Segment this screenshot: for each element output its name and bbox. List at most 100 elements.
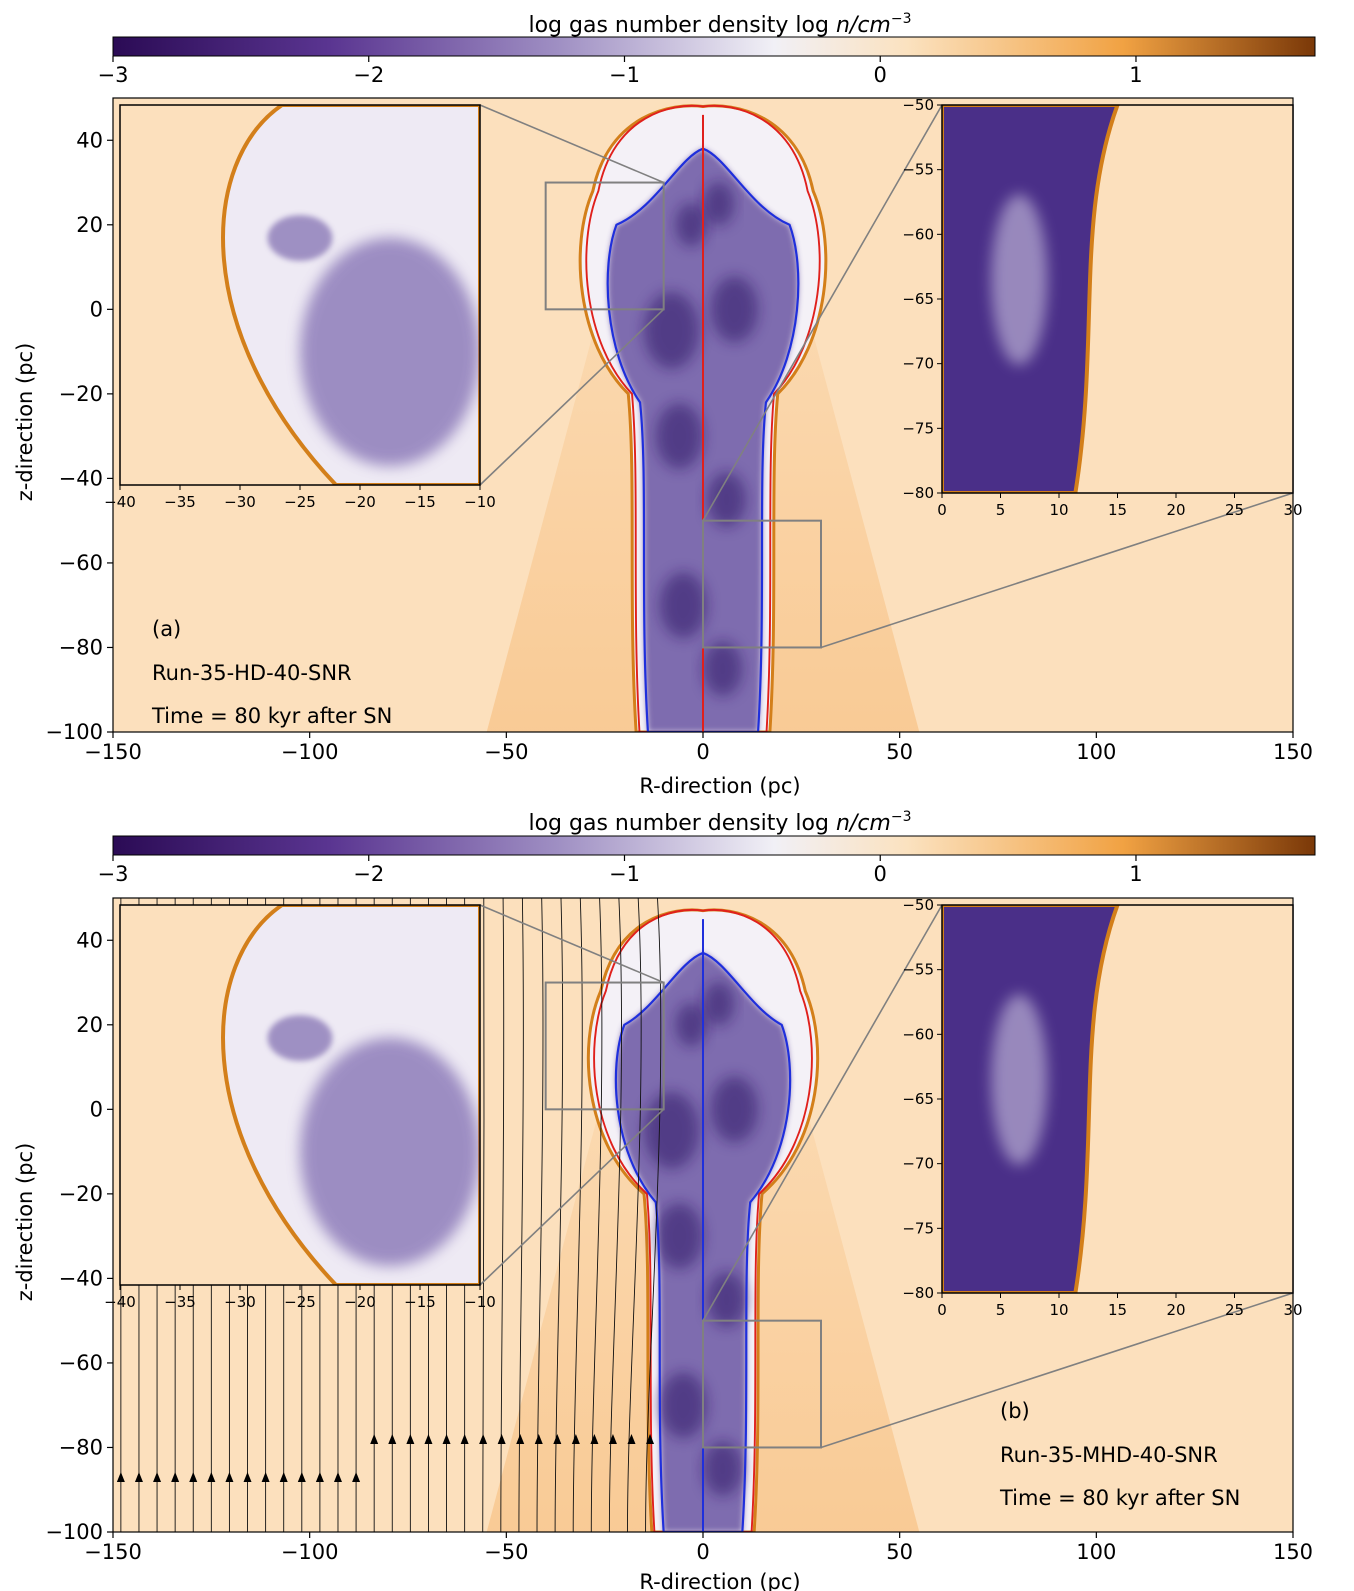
x-tick-label: −100 (281, 740, 339, 764)
inset-2 (942, 105, 1293, 493)
inset-x-tick-label: −10 (464, 493, 496, 511)
field-line (554, 898, 564, 1532)
y-tick-label: 20 (76, 1013, 103, 1037)
field-line (482, 898, 485, 1532)
turbulent-blob (703, 181, 735, 226)
field-arrow (370, 1434, 379, 1445)
inset-x-tick-label: 25 (1225, 1301, 1244, 1319)
turbulent-blob (703, 1441, 743, 1497)
field-arrow (279, 1472, 288, 1483)
colorbar-tick-label: −2 (353, 63, 384, 87)
field-line (608, 898, 622, 1532)
inset-x-tick-label: 10 (1049, 501, 1068, 519)
inset-y-tick-label: −55 (902, 961, 934, 979)
inset-dense-vortex (300, 1038, 480, 1266)
zoom-connector-line (479, 104, 664, 184)
colorbar-tick-label: 1 (1129, 862, 1142, 886)
inset-x-tick-label: −25 (284, 1293, 316, 1311)
colorbar-tick-label: 0 (874, 63, 887, 87)
inset-x-tick-label: 30 (1283, 1301, 1302, 1319)
xlabel-b: R-direction (pc) (639, 1570, 800, 1591)
inset-1 (120, 905, 480, 1285)
field-arrow (333, 1472, 342, 1483)
inset-x-tick-label: 20 (1166, 1301, 1185, 1319)
inset-x-tick-label: 15 (1108, 501, 1127, 519)
inset-x-tick-label: 5 (996, 1301, 1006, 1319)
inset-x-tick-label: −40 (104, 493, 136, 511)
inset-x-tick-label: −20 (344, 1293, 376, 1311)
colorbar-tick-label: −2 (353, 862, 384, 886)
field-line (500, 898, 505, 1532)
colorbar-tick-label: −1 (609, 862, 640, 886)
ylabel-b: z-direction (pc) (13, 1143, 37, 1302)
colorbar-a-title: log gas number density log n/cm−3 (528, 11, 911, 38)
y-tick-label: 0 (90, 297, 103, 321)
axes-b: −150 −100 −50 0 50 100 15040200−20−40−60−80−10… (45, 928, 1313, 1564)
inset-x-tick-label: 0 (937, 501, 947, 519)
turbulent-blob (710, 276, 759, 343)
x-tick-label: −150 (84, 1540, 142, 1564)
turbulent-blob (675, 1002, 707, 1047)
turbulent-blob (655, 1203, 704, 1270)
turbulent-blob (644, 1091, 700, 1170)
y-tick-label: −60 (59, 1351, 103, 1375)
colorbar-b: log gas number density log n/cm−3 −3 −2 −1… (98, 809, 1316, 886)
colorbar-a-ticks: −3 −2 −1 0 1 (98, 56, 1143, 87)
inset-y-tick-label: −65 (902, 1090, 934, 1108)
inset-2 (942, 905, 1293, 1293)
field-arrow (590, 1434, 599, 1445)
field-arrow (315, 1472, 324, 1483)
zoom-source-box (544, 181, 665, 311)
insets-a: −40 −35 −30 −25 −20 −15 −10 0 5 10 15 20 25 30 −50 −55 −… (104, 96, 1303, 649)
zoom-source-box (544, 981, 665, 1111)
zoom-source-box (702, 519, 822, 649)
x-tick-label: 150 (1273, 740, 1313, 764)
field-arrow (134, 1472, 143, 1483)
inset-y-tick-label: −60 (902, 1025, 934, 1043)
x-tick-label: 100 (1076, 740, 1116, 764)
inset-mixing-filament (991, 994, 1048, 1165)
x-tick-label: −50 (484, 740, 528, 764)
y-tick-label: −20 (59, 1182, 103, 1206)
panel-b: log gas number density log n/cm−3 −3 −2 −1… (13, 809, 1316, 1591)
turbulent-blob (706, 1272, 747, 1328)
xlabel-a: R-direction (pc) (639, 774, 800, 798)
colorbar-tick-label: −3 (98, 63, 129, 87)
inset-y-tick-label: −55 (902, 161, 934, 179)
zoom-connector-line (479, 1108, 665, 1286)
field-arrow (608, 1434, 617, 1445)
field-arrow (207, 1472, 216, 1483)
colorbar-tick-label: 1 (1129, 63, 1142, 87)
inset-y-tick-label: −65 (902, 290, 934, 308)
colorbar-b-ticks: −3 −2 −1 0 1 (98, 855, 1143, 886)
turbulent-blob (703, 641, 743, 697)
inset-y-tick-label: −70 (902, 1155, 934, 1173)
field-arrow (406, 1434, 415, 1445)
insets-b: −40 −35 −30 −25 −20 −15 −10 0 5 10 15 20 25 30 −50 −55 −… (104, 896, 1303, 1449)
turbulent-blob (675, 202, 707, 247)
x-tick-label: 0 (696, 1540, 709, 1564)
inset-y-tick-label: −60 (902, 225, 934, 243)
field-arrow (534, 1434, 543, 1445)
field-arrow (116, 1472, 125, 1483)
inset-mixing-filament (991, 194, 1048, 365)
field-arrow (297, 1472, 306, 1483)
field-arrow (424, 1434, 433, 1445)
field-line (536, 898, 544, 1532)
zoom-source-box (702, 1319, 822, 1449)
panel-a-run-name: Run-35-HD-40-SNR (152, 661, 352, 685)
field-arrow (171, 1472, 180, 1483)
field-arrow (497, 1434, 506, 1445)
zoom-connector-line (820, 492, 1294, 649)
outer-density-contour (585, 104, 821, 732)
turbulent-blob (644, 291, 700, 370)
field-arrow (189, 1472, 198, 1483)
inset-x-tick-label: −35 (164, 1293, 196, 1311)
inset-y-tick-label: −70 (902, 355, 934, 373)
inset-y-tick-label: −50 (902, 96, 934, 114)
field-line (518, 898, 524, 1532)
colorbar-tick-label: 0 (874, 862, 887, 886)
field-arrow (153, 1472, 162, 1483)
field-line (572, 898, 583, 1532)
